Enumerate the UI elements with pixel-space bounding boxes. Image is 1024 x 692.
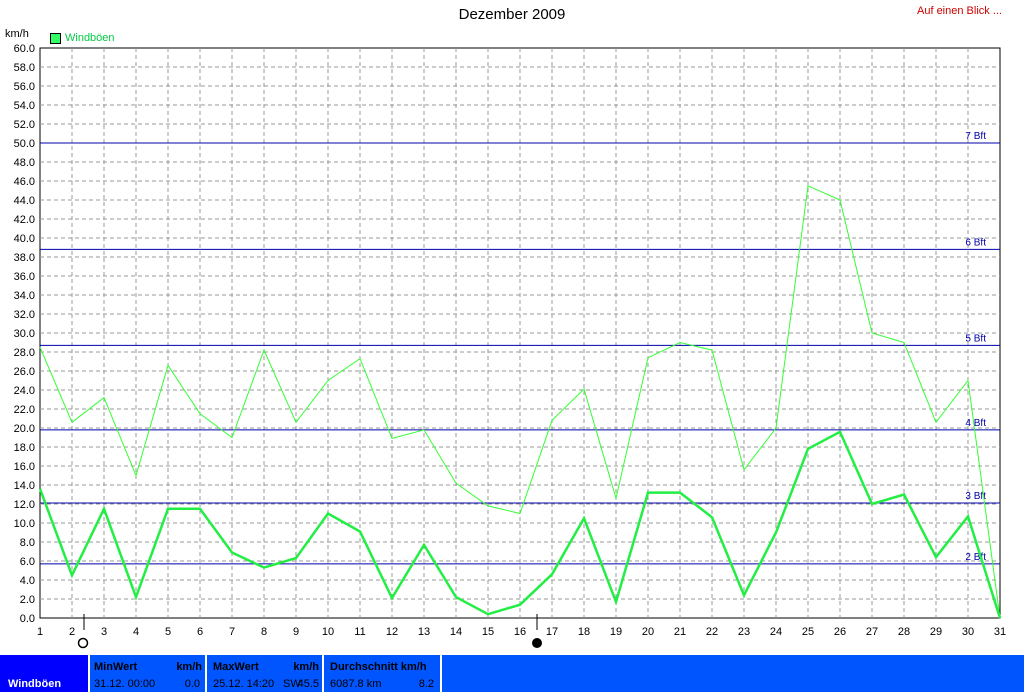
y-tick-label: 36.0	[14, 271, 35, 283]
x-tick-label: 25	[802, 626, 814, 638]
beaufort-label: 5 Bft	[965, 333, 986, 344]
x-tick-label: 7	[229, 626, 235, 638]
y-tick-label: 22.0	[14, 404, 35, 416]
x-tick-label: 17	[546, 626, 558, 638]
x-tick-label: 21	[674, 626, 686, 638]
y-tick-label: 46.0	[14, 176, 35, 188]
x-tick-label: 26	[834, 626, 846, 638]
y-tick-label: 56.0	[14, 81, 35, 93]
min-value: 0.0	[184, 678, 200, 690]
max-header: MaxWert	[213, 661, 259, 673]
max-unit: km/h	[293, 661, 319, 673]
status-empty-cell	[440, 655, 1024, 692]
y-tick-label: 40.0	[14, 233, 35, 245]
x-tick-label: 3	[101, 626, 107, 638]
x-tick-label: 1	[37, 626, 43, 638]
max-direction: SW	[283, 678, 301, 690]
avg-header: Durchschnitt km/h	[330, 661, 427, 673]
legend-swatch	[50, 32, 61, 44]
new-moon-icon	[77, 637, 89, 649]
series-line-max	[39, 185, 1001, 619]
y-tick-label: 6.0	[20, 556, 35, 568]
x-tick-label: 11	[354, 626, 365, 638]
full-moon-icon	[532, 638, 542, 648]
status-min-cell: MinWert km/h 31.12. 00:00 0.0	[88, 655, 206, 692]
x-tick-label: 12	[386, 626, 398, 638]
x-tick-label: 10	[322, 626, 334, 638]
min-time: 31.12. 00:00	[94, 678, 156, 690]
y-tick-label: 2.0	[20, 594, 35, 606]
y-tick-label: 58.0	[14, 62, 35, 74]
y-tick-label: 20.0	[14, 423, 35, 435]
x-tick-label: 20	[642, 626, 654, 638]
min-unit: km/h	[176, 661, 202, 673]
x-tick-label: 13	[418, 626, 430, 638]
y-tick-label: 44.0	[14, 195, 35, 207]
avg-value: 8.2	[418, 678, 434, 690]
y-tick-label: 8.0	[20, 537, 35, 549]
chart-title: Dezember 2009	[458, 6, 566, 23]
series-line-avg	[38, 430, 1002, 619]
max-value: 45.5	[297, 678, 319, 690]
min-header: MinWert	[94, 661, 138, 673]
y-tick-label: 54.0	[14, 100, 35, 112]
x-tick-label: 15	[482, 626, 494, 638]
beaufort-label: 3 Bft	[965, 491, 986, 502]
x-tick-label: 27	[866, 626, 878, 638]
y-axis-unit: km/h	[5, 28, 29, 40]
y-tick-label: 38.0	[14, 252, 35, 264]
y-tick-label: 50.0	[14, 138, 35, 150]
beaufort-label: 4 Bft	[965, 418, 986, 429]
y-tick-label: 4.0	[20, 575, 35, 587]
status-avg-cell: Durchschnitt km/h 6087.8 km 8.2	[322, 655, 440, 692]
y-tick-label: 14.0	[14, 480, 35, 492]
y-tick-label: 32.0	[14, 309, 35, 321]
x-tick-label: 4	[133, 626, 139, 638]
y-tick-label: 10.0	[14, 518, 35, 530]
y-tick-label: 12.0	[14, 499, 35, 511]
x-tick-label: 29	[930, 626, 942, 638]
overview-link[interactable]: Auf einen Blick ...	[917, 5, 1002, 17]
y-tick-label: 34.0	[14, 290, 35, 302]
beaufort-label: 2 Bft	[965, 552, 986, 563]
y-tick-label: 16.0	[14, 461, 35, 473]
beaufort-label: 7 Bft	[965, 131, 986, 142]
y-tick-label: 0.0	[20, 613, 35, 625]
wind-chart: 0.0 2.0 4.0 6.0 8.0 10.0 12.0 14.0 16.0 18.0 20.0 2…	[14, 43, 1006, 649]
x-tick-label: 14	[450, 626, 462, 638]
x-tick-label: 22	[706, 626, 718, 638]
x-tick-label: 8	[261, 626, 267, 638]
legend-label: Windböen	[65, 32, 115, 44]
x-tick-label: 23	[738, 626, 750, 638]
x-tick-label: 6	[197, 626, 203, 638]
legend: Windböen	[50, 32, 115, 44]
y-tick-label: 42.0	[14, 214, 35, 226]
status-series-cell: Windböen	[0, 655, 88, 692]
y-tick-label: 30.0	[14, 328, 35, 340]
beaufort-label: 6 Bft	[965, 237, 986, 248]
x-tick-label: 5	[165, 626, 171, 638]
y-tick-label: 26.0	[14, 366, 35, 378]
y-tick-label: 48.0	[14, 157, 35, 169]
status-bar: Windböen MinWert km/h 31.12. 00:00 0.0 M…	[0, 655, 1024, 692]
x-tick-label: 19	[610, 626, 622, 638]
avg-distance: 6087.8 km	[330, 678, 382, 690]
status-series-name: Windböen	[8, 678, 62, 690]
status-max-cell: MaxWert km/h 25.12. 14:20 SW 45.5	[205, 655, 323, 692]
max-time: 25.12. 14:20	[213, 678, 275, 690]
y-tick-label: 18.0	[14, 442, 35, 454]
y-tick-label: 28.0	[14, 347, 35, 359]
y-tick-label: 24.0	[14, 385, 35, 397]
y-tick-label: 60.0	[14, 43, 35, 55]
y-tick-label: 52.0	[14, 119, 35, 131]
x-tick-label: 9	[293, 626, 299, 638]
x-tick-label: 16	[514, 626, 526, 638]
x-tick-label: 2	[69, 626, 75, 638]
x-tick-label: 28	[898, 626, 910, 638]
x-tick-label: 24	[770, 626, 782, 638]
x-tick-label: 18	[578, 626, 590, 638]
x-tick-label: 30	[962, 626, 974, 638]
x-tick-label: 31	[994, 626, 1006, 638]
